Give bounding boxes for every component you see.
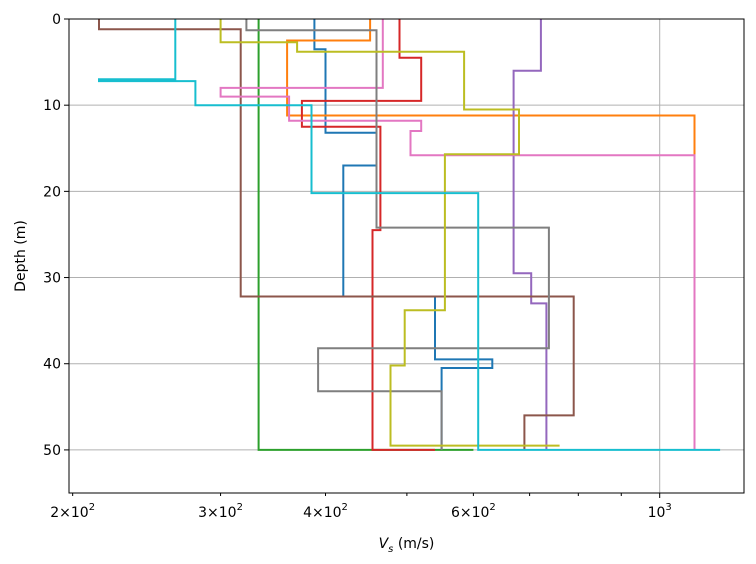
x-axis-label-unit: (m/s) bbox=[393, 536, 434, 552]
y-tick-label: 40 bbox=[43, 357, 61, 373]
series-line-4 bbox=[300, 19, 435, 451]
x-axis-label-main: V bbox=[379, 536, 390, 552]
series-line-1 bbox=[313, 19, 494, 450]
x-axis-label-sub: s bbox=[388, 544, 393, 555]
x-tick-label: 3×102 bbox=[198, 502, 243, 521]
series-line-7 bbox=[219, 19, 696, 450]
series-line-9 bbox=[219, 19, 560, 447]
x-tick-label: 6×102 bbox=[451, 502, 496, 521]
y-tick-label: 30 bbox=[43, 271, 61, 287]
series-layer bbox=[98, 19, 721, 451]
x-tick-label: 103 bbox=[648, 502, 672, 521]
series-line-5 bbox=[512, 19, 548, 450]
series-line-10 bbox=[98, 19, 721, 451]
grid-lines bbox=[69, 18, 744, 493]
series-line-8 bbox=[245, 19, 550, 450]
y-tick-label: 50 bbox=[43, 443, 61, 459]
y-tick-label: 10 bbox=[43, 98, 61, 114]
series-line-2 bbox=[286, 19, 696, 450]
plot-frame bbox=[68, 18, 745, 494]
y-tick-label: 20 bbox=[43, 184, 61, 200]
y-tick-label: 0 bbox=[52, 12, 61, 28]
series-line-6 bbox=[98, 19, 575, 450]
tick-labels: 0 10 20 30 40 50 2×102 3×102 4×102 6×102 103 bbox=[43, 12, 672, 521]
x-tick-label: 4×102 bbox=[303, 502, 348, 521]
x-tick-label: 2×102 bbox=[50, 502, 95, 521]
tick-marks bbox=[64, 18, 661, 498]
y-axis-label: Depth (m) bbox=[13, 220, 29, 292]
x-axis-label: Vs (m/s) bbox=[379, 536, 435, 555]
